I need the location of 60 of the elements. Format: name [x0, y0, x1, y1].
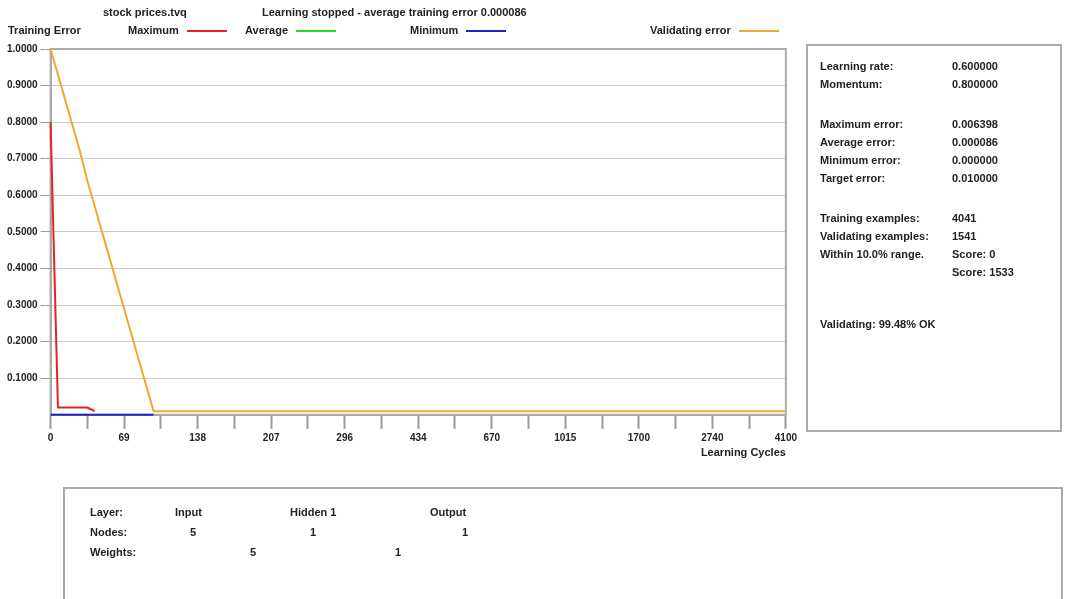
text: 0.800000	[952, 78, 998, 90]
x-tick-label: 1015	[554, 431, 577, 443]
text: 5	[250, 546, 257, 558]
legend-label: Average	[245, 24, 289, 36]
x-tick-label: 207	[262, 431, 280, 443]
text: 1	[310, 526, 317, 538]
chart-title: stock prices.tvq	[103, 6, 187, 18]
text: Nodes:	[90, 526, 128, 538]
y-tick-label: 0.9000	[6, 79, 39, 91]
x-tick-label: 69	[118, 431, 131, 443]
x-tick-label: 2740	[701, 431, 724, 443]
chart-subtitle: Learning stopped - average training error 0.000086	[262, 6, 527, 18]
y-tick-label: 1.0000	[6, 42, 39, 54]
text: Layer:	[90, 506, 124, 518]
y-tick-label: 0.6000	[6, 189, 39, 201]
text: 0.000000	[952, 154, 998, 166]
y-tick-label: 0.8000	[6, 115, 39, 127]
text: 1	[395, 546, 402, 558]
text: Weights:	[90, 546, 137, 558]
legend-label: Validating error	[650, 24, 732, 36]
text: Hidden 1	[290, 506, 337, 518]
y-tick-label: 0.3000	[6, 298, 39, 310]
text: Target error:	[820, 172, 886, 184]
x-axis-title: Learning Cycles	[700, 446, 786, 459]
text: Maximum error:	[820, 118, 904, 130]
text: Output	[430, 506, 467, 518]
x-tick-label: 1700	[627, 431, 651, 443]
text: Momentum:	[820, 78, 883, 90]
y-tick-label: 0.5000	[6, 225, 39, 237]
y-tick-label: 0.2000	[6, 335, 39, 347]
x-tick-label: 434	[409, 431, 428, 443]
text: Within 10.0% range.	[820, 248, 924, 260]
x-tick-label: 296	[336, 431, 354, 443]
text: Score: 0	[952, 248, 996, 260]
text: 0.000086	[952, 136, 998, 148]
text: Input	[175, 506, 202, 518]
text: Score: 1533	[952, 266, 1014, 278]
text: 0.600000	[952, 60, 998, 72]
text: Training examples:	[820, 212, 920, 224]
y-tick-label: 0.7000	[6, 152, 39, 164]
text: 0.006398	[952, 118, 998, 130]
text: Learning rate:	[820, 60, 894, 72]
text: 5	[190, 526, 197, 538]
text: Minimum error:	[820, 154, 901, 166]
x-tick-label: 4100	[774, 431, 798, 443]
x-tick-label: 670	[483, 431, 501, 443]
text: Average error:	[820, 136, 896, 148]
text: Validating examples:	[820, 230, 929, 242]
text: Validating: 99.48% OK	[820, 318, 936, 330]
text: 0.010000	[952, 172, 998, 184]
y-tick-label: 0.1000	[6, 371, 39, 383]
x-tick-label: 0	[47, 431, 54, 443]
y-axis-title: Training Error	[8, 24, 81, 36]
y-tick-label: 0.4000	[6, 262, 39, 274]
text: 1	[462, 526, 469, 538]
text: 4041	[952, 212, 977, 224]
text: 1541	[952, 230, 977, 242]
legend-label: Minimum	[410, 24, 460, 36]
x-tick-label: 138	[189, 431, 207, 443]
legend-label: Maximum	[128, 24, 180, 36]
